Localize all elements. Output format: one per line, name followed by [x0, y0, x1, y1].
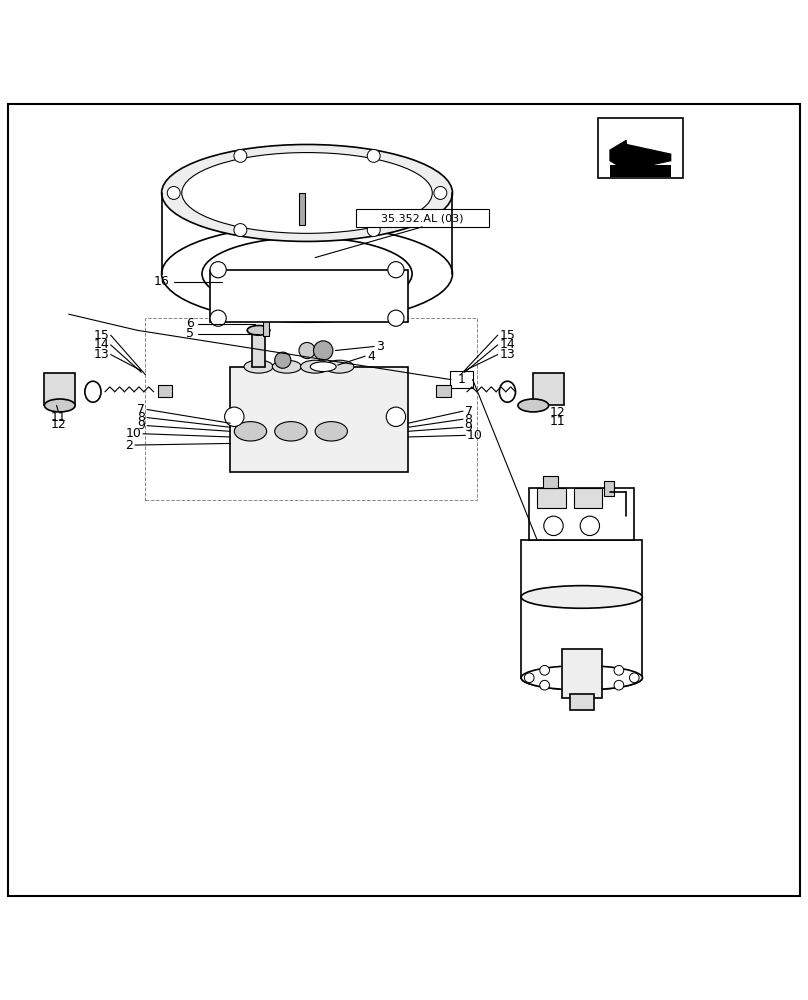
Ellipse shape: [521, 666, 642, 690]
Text: 11: 11: [549, 415, 565, 428]
Ellipse shape: [315, 422, 347, 441]
Text: 7: 7: [137, 403, 145, 416]
Bar: [562, 649, 602, 698]
Bar: [521, 597, 642, 678]
Text: 4: 4: [368, 350, 376, 363]
Ellipse shape: [301, 360, 330, 373]
Circle shape: [614, 680, 624, 690]
Bar: [521, 540, 642, 597]
Ellipse shape: [244, 360, 273, 373]
Bar: [574, 488, 602, 508]
Text: 2: 2: [125, 439, 133, 452]
Circle shape: [629, 673, 639, 683]
Circle shape: [388, 262, 404, 278]
Circle shape: [614, 665, 624, 675]
Circle shape: [544, 516, 563, 536]
Ellipse shape: [44, 399, 75, 412]
Ellipse shape: [272, 360, 301, 373]
Text: 14: 14: [94, 338, 109, 351]
Text: 8: 8: [465, 413, 473, 426]
Ellipse shape: [162, 225, 452, 322]
Ellipse shape: [386, 407, 406, 426]
Bar: [44, 373, 75, 405]
Circle shape: [577, 683, 587, 693]
Bar: [610, 165, 671, 177]
Ellipse shape: [202, 237, 412, 310]
Ellipse shape: [310, 362, 336, 372]
Text: 7: 7: [465, 405, 473, 418]
Circle shape: [367, 224, 380, 237]
Text: 16: 16: [154, 275, 170, 288]
Bar: [543, 476, 558, 488]
Ellipse shape: [234, 422, 267, 441]
Text: 10: 10: [467, 429, 483, 442]
Bar: [570, 694, 594, 710]
Text: 11: 11: [50, 411, 66, 424]
Polygon shape: [610, 140, 671, 170]
Ellipse shape: [521, 666, 642, 690]
Bar: [356, 209, 489, 227]
Text: 6: 6: [186, 317, 194, 330]
Ellipse shape: [275, 352, 291, 368]
Circle shape: [580, 516, 600, 536]
Text: 13: 13: [94, 348, 109, 361]
Circle shape: [210, 262, 226, 278]
Text: 12: 12: [50, 418, 66, 431]
Ellipse shape: [162, 144, 452, 241]
Ellipse shape: [182, 153, 432, 233]
Text: 35.352.AL (03): 35.352.AL (03): [381, 213, 464, 223]
Bar: [529, 488, 634, 540]
Circle shape: [434, 186, 447, 199]
Ellipse shape: [521, 586, 642, 608]
Circle shape: [540, 665, 549, 675]
Bar: [604, 481, 614, 496]
Bar: [299, 193, 305, 225]
Bar: [230, 367, 408, 472]
Circle shape: [368, 149, 381, 162]
Ellipse shape: [518, 399, 549, 412]
Bar: [252, 330, 265, 367]
Ellipse shape: [275, 422, 307, 441]
Text: 15: 15: [93, 329, 109, 342]
Circle shape: [577, 662, 587, 672]
Circle shape: [210, 310, 226, 326]
Circle shape: [234, 224, 246, 237]
Bar: [158, 385, 172, 397]
Text: 15: 15: [499, 329, 516, 342]
Bar: [598, 118, 683, 178]
Circle shape: [540, 680, 549, 690]
Text: 3: 3: [376, 340, 384, 353]
Circle shape: [234, 149, 247, 162]
Text: 9: 9: [137, 419, 145, 432]
Circle shape: [299, 342, 315, 359]
Ellipse shape: [85, 381, 101, 402]
Text: 8: 8: [137, 411, 145, 424]
Ellipse shape: [225, 407, 244, 426]
Text: 9: 9: [465, 421, 473, 434]
Text: 12: 12: [549, 406, 565, 419]
Text: 14: 14: [499, 338, 515, 351]
Ellipse shape: [325, 360, 354, 373]
Bar: [450, 371, 473, 388]
Circle shape: [314, 341, 333, 360]
Text: 5: 5: [186, 327, 194, 340]
Bar: [210, 270, 408, 322]
Text: 10: 10: [125, 427, 141, 440]
Bar: [537, 488, 566, 508]
Bar: [263, 318, 269, 336]
Circle shape: [167, 186, 180, 199]
Ellipse shape: [499, 381, 516, 402]
Bar: [533, 373, 564, 405]
Text: 13: 13: [499, 348, 515, 361]
Circle shape: [524, 673, 534, 683]
Ellipse shape: [247, 325, 270, 335]
Bar: [436, 385, 451, 397]
Bar: [145, 318, 477, 500]
Text: 1: 1: [457, 373, 465, 386]
Circle shape: [388, 310, 404, 326]
